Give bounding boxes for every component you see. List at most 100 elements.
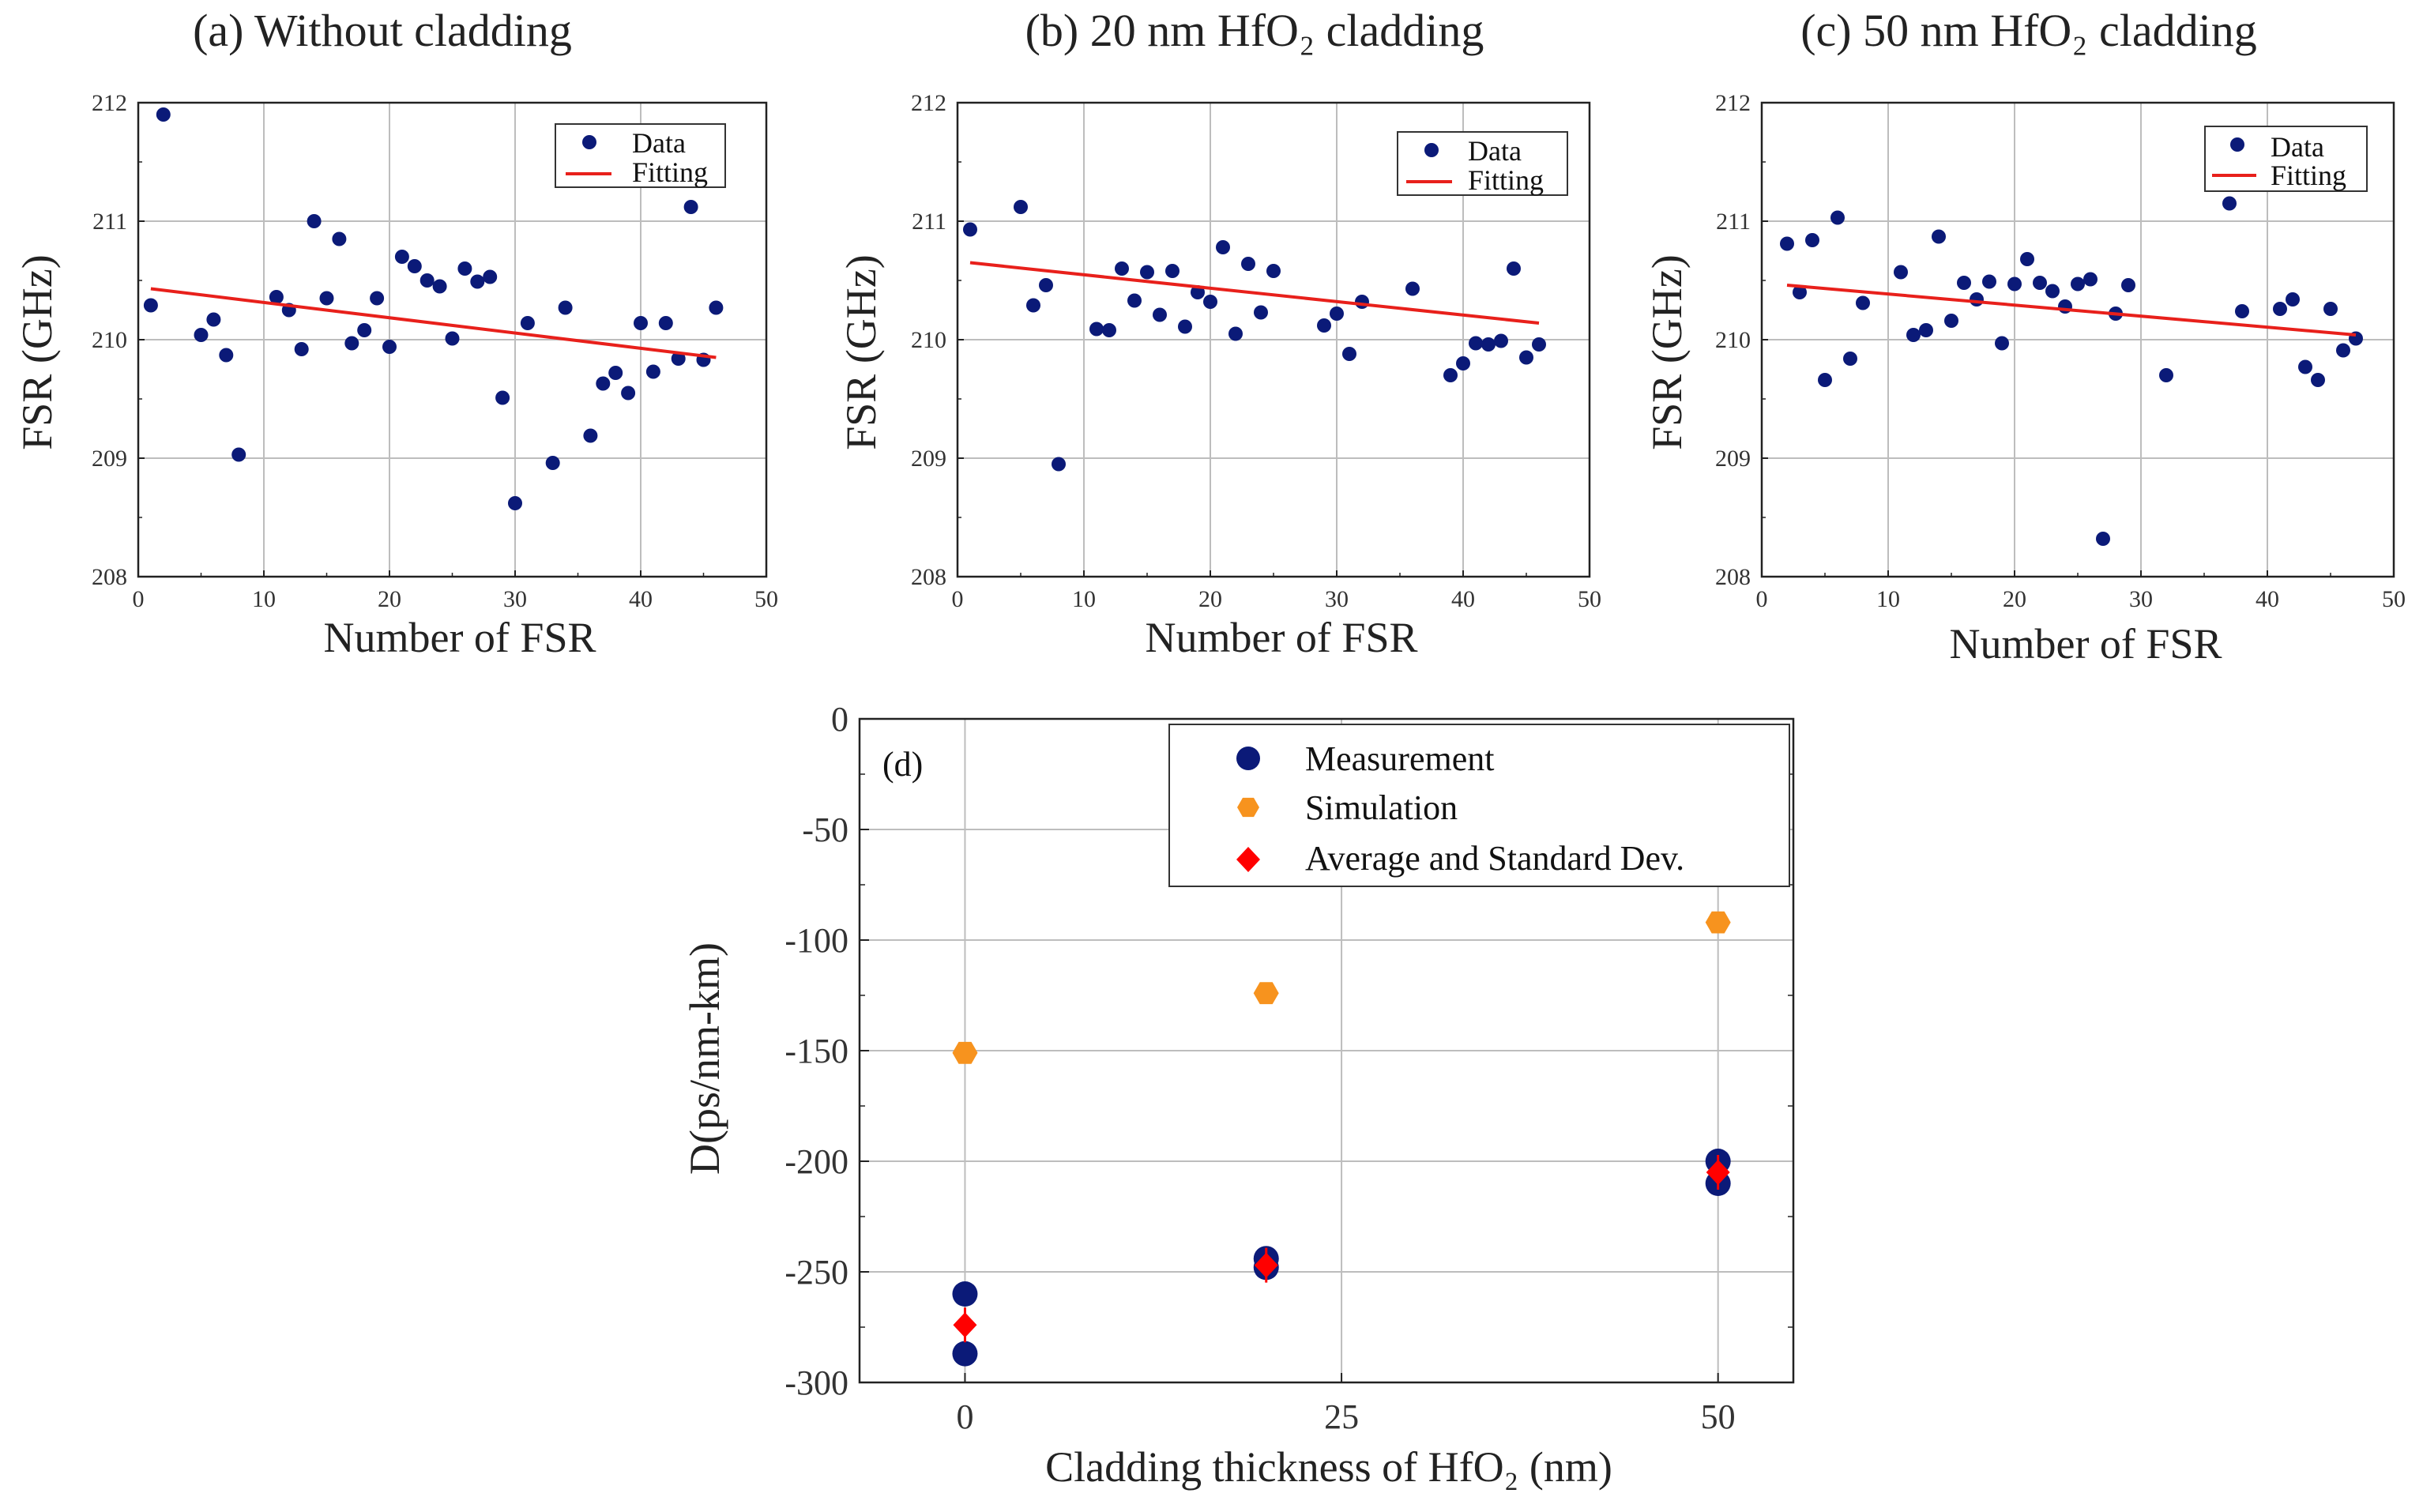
- y-tick-label: 212: [911, 90, 946, 116]
- data-point: [1039, 278, 1053, 292]
- data-point: [294, 342, 309, 356]
- data-point: [1026, 298, 1040, 313]
- y-tick-label: 208: [1715, 564, 1751, 590]
- panel-d-legend-measurement-marker: [1236, 747, 1260, 770]
- panel-b-legend-fit: Fitting: [1468, 164, 1544, 196]
- data-point: [658, 316, 673, 330]
- data-point: [2007, 276, 2022, 291]
- data-point: [1507, 261, 1521, 276]
- data-point: [508, 496, 522, 510]
- panel-a-legend: Data Fitting: [555, 123, 726, 188]
- data-point: [445, 331, 460, 346]
- data-point: [156, 107, 171, 122]
- panel-b-plot: 0 10 20 30 40 50 208 209 210 211 212: [911, 90, 1601, 612]
- fitting-line: [1786, 284, 2357, 337]
- y-tick-label: -150: [784, 1032, 848, 1070]
- data-point: [2071, 276, 2085, 291]
- data-point: [1203, 295, 1217, 309]
- measurement-point: [952, 1341, 978, 1367]
- data-point: [2222, 196, 2237, 211]
- panel-a-legend-data-marker: [582, 135, 596, 149]
- data-point: [307, 214, 322, 228]
- panel-d-legend-average: Average and Standard Dev.: [1305, 839, 1684, 878]
- panel-b-legend-data-marker: [1424, 143, 1439, 157]
- data-point: [457, 261, 472, 276]
- panel-b-ylabel: FSR (GHz): [837, 254, 885, 450]
- y-tick-label: 210: [1715, 327, 1751, 353]
- data-point: [1830, 210, 1845, 225]
- data-point: [2323, 302, 2338, 316]
- x-tick-label: 40: [2256, 586, 2279, 612]
- data-point: [1405, 281, 1420, 296]
- data-point: [621, 386, 636, 401]
- panel-d-ylabel: D(ps/nm-km): [681, 942, 728, 1175]
- panel-d-legend-simulation-marker: [1237, 797, 1259, 818]
- data-point: [269, 290, 284, 304]
- plot-frame: [956, 101, 1591, 578]
- average-point: [953, 1312, 977, 1338]
- x-tick-label: 50: [1578, 586, 1601, 612]
- x-tick-label: 20: [378, 586, 401, 612]
- panel-d-plot: 0 25 50 0 -50 -100 -150 -200 -250 -300: [784, 700, 1795, 1436]
- data-point: [231, 447, 246, 462]
- data-point: [1216, 240, 1230, 254]
- data-point: [2298, 359, 2312, 374]
- x-tick-label: 50: [2382, 586, 2406, 612]
- panel-a-ylabel: FSR (GHz): [13, 254, 61, 450]
- data-point: [596, 376, 611, 391]
- fitting-line: [150, 287, 717, 359]
- y-tick-label: 209: [911, 446, 946, 472]
- data-point: [1906, 328, 1921, 342]
- data-point: [1793, 285, 1807, 299]
- y-tick-label: 209: [92, 446, 127, 472]
- data-point: [2235, 304, 2249, 318]
- panel-a-legend-fit: Fitting: [632, 156, 708, 188]
- data-point: [2311, 373, 2325, 387]
- panel-a-xlabel: Number of FSR: [323, 614, 596, 661]
- y-tick-label: -250: [784, 1253, 848, 1292]
- simulation-point: [1705, 911, 1731, 934]
- y-tick-label: 210: [92, 327, 127, 353]
- data-point: [1014, 200, 1028, 214]
- data-point: [1494, 333, 1508, 348]
- panel-d-legend: Measurement Simulation Average and Stand…: [1168, 724, 1790, 887]
- x-tick-label: 10: [1072, 586, 1096, 612]
- data-point: [1970, 292, 1984, 307]
- data-point: [2045, 284, 2060, 299]
- data-point: [1342, 347, 1356, 361]
- data-point: [1254, 305, 1268, 320]
- panel-b-legend: Data Fitting: [1397, 131, 1568, 196]
- data-point: [1052, 457, 1066, 472]
- data-point: [2096, 532, 2110, 546]
- y-tick-label: 0: [831, 700, 848, 739]
- panel-c-legend: Data Fitting: [2204, 126, 2368, 192]
- data-point: [357, 323, 372, 337]
- panel-c-title: (c) 50 nm HfO₂ cladding: [1800, 5, 2257, 56]
- data-point: [683, 200, 698, 214]
- y-tick-label: -100: [784, 921, 848, 960]
- panel-c-legend-fit: Fitting: [2271, 160, 2346, 191]
- panel-c-legend-box: [2204, 126, 2368, 192]
- data-point: [370, 291, 385, 306]
- data-point: [709, 300, 724, 315]
- panel-c-legend-data-marker: [2230, 137, 2244, 152]
- y-tick-label: 211: [912, 209, 946, 235]
- x-tick-label: 20: [2003, 586, 2026, 612]
- y-tick-label: 210: [911, 327, 946, 353]
- data-point: [1165, 264, 1180, 278]
- data-point: [319, 291, 334, 306]
- data-point: [1127, 293, 1142, 308]
- data-point: [1805, 233, 1819, 247]
- data-point: [558, 300, 573, 315]
- data-point: [608, 366, 623, 380]
- panel-a-title: (a) Without cladding: [193, 5, 572, 56]
- data-point: [1532, 337, 1546, 352]
- panel-b: (b) 20 nm HfO₂ cladding Number of FSR FS…: [837, 5, 1601, 661]
- data-point: [1856, 295, 1870, 310]
- panel-a-plot: 0 10 20 30 40 50 208 209 210 211 212: [92, 90, 778, 612]
- x-tick-label: 50: [754, 586, 778, 612]
- data-point: [1153, 307, 1167, 322]
- data-point: [1957, 276, 1971, 290]
- x-tick-label: 0: [956, 1397, 973, 1436]
- data-point: [382, 340, 397, 354]
